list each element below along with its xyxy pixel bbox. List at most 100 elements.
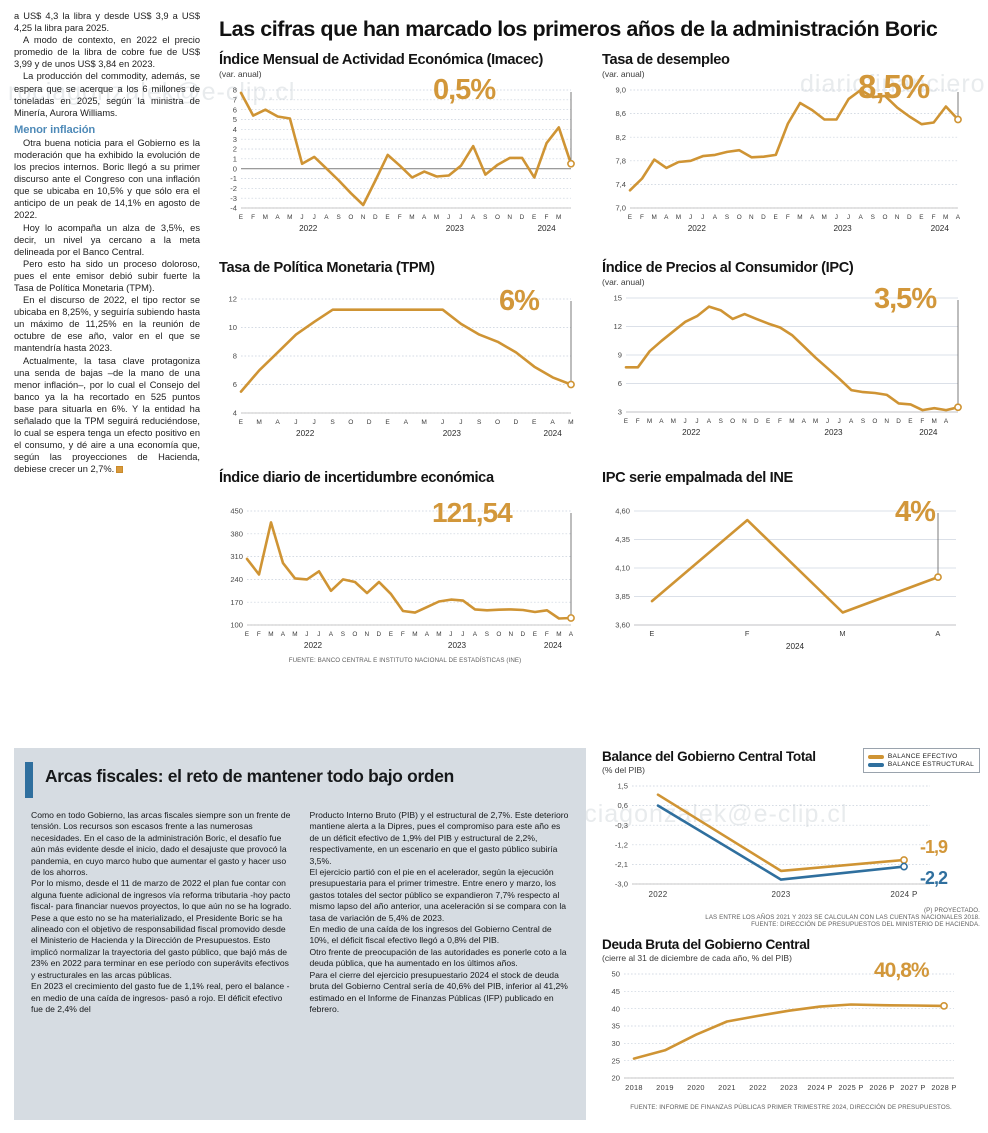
svg-text:F: F: [932, 214, 936, 221]
svg-text:A: A: [569, 631, 574, 638]
svg-text:S: S: [485, 631, 490, 638]
svg-text:2019: 2019: [656, 1083, 674, 1092]
legend-item-estructural: BALANCE ESTRUCTURAL: [867, 761, 974, 768]
svg-text:J: J: [441, 419, 445, 426]
chart-title: Balance del Gobierno Central Total: [602, 749, 816, 764]
chart-end-value-efectivo: -1,9: [920, 837, 948, 857]
svg-text:J: J: [305, 631, 309, 638]
fiscal-paragraph: El ejercicio partió con el pie en el ace…: [309, 867, 567, 923]
svg-text:4: 4: [233, 409, 237, 418]
svg-text:2023: 2023: [833, 224, 852, 233]
svg-text:D: D: [761, 214, 766, 221]
svg-text:J: J: [835, 214, 839, 221]
svg-text:45: 45: [612, 987, 620, 996]
svg-text:E: E: [773, 214, 778, 221]
svg-text:7: 7: [233, 95, 237, 104]
svg-text:N: N: [365, 631, 370, 638]
svg-text:A: A: [802, 418, 807, 425]
svg-text:8: 8: [233, 352, 237, 361]
chart-source-note-2: LAS ENTRE LOS AÑOS 2021 Y 2023 SE CALCUL…: [705, 914, 980, 921]
svg-text:M: M: [568, 419, 574, 426]
chart-source-note: FUENTE: INFORME DE FINANZAS PÚBLICAS PRI…: [630, 1104, 952, 1111]
svg-text:F: F: [745, 629, 750, 638]
svg-text:M: M: [943, 214, 949, 221]
svg-text:-3,0: -3,0: [615, 880, 628, 889]
article-paragraph: Otra buena noticia para el Gobierno es l…: [14, 137, 200, 221]
svg-text:6: 6: [618, 379, 622, 388]
svg-text:N: N: [361, 214, 366, 221]
svg-text:O: O: [352, 631, 357, 638]
svg-text:A: A: [810, 214, 815, 221]
svg-text:E: E: [532, 214, 537, 221]
svg-text:25: 25: [612, 1056, 620, 1065]
svg-text:A: A: [329, 631, 334, 638]
svg-text:3,85: 3,85: [615, 592, 630, 601]
svg-text:3,60: 3,60: [615, 621, 630, 630]
svg-text:J: J: [684, 418, 688, 425]
accent-bar: [25, 762, 33, 798]
svg-text:A: A: [849, 418, 854, 425]
legend-swatch-icon: [867, 762, 884, 767]
svg-text:A: A: [550, 419, 555, 426]
article-paragraph: En el discurso de 2022, el tipo rector s…: [14, 295, 200, 354]
svg-text:170: 170: [230, 598, 243, 607]
svg-text:8,2: 8,2: [615, 133, 626, 142]
svg-text:N: N: [749, 214, 754, 221]
svg-text:M: M: [651, 214, 657, 221]
fiscal-paragraph: Otro frente de preocupación de las autor…: [309, 946, 567, 969]
svg-text:M: M: [421, 419, 427, 426]
chart-canvas: 9,08,68,27,87,47,0E F M A M J J A S O N D E F M A M J J A S O…: [615, 86, 962, 233]
svg-text:3: 3: [618, 408, 622, 417]
svg-text:4,35: 4,35: [615, 535, 630, 544]
svg-text:O: O: [496, 631, 501, 638]
legend-label: BALANCE ESTRUCTURAL: [887, 761, 974, 768]
svg-text:12: 12: [614, 322, 622, 331]
chart-end-value: 40,8%: [874, 959, 930, 982]
svg-text:O: O: [737, 214, 742, 221]
legend-item-efectivo: BALANCE EFECTIVO: [867, 753, 974, 760]
chart-subtitle: (var. anual): [602, 69, 645, 79]
chart-imacec: Índice Mensual de Actividad Económica (I…: [219, 52, 591, 238]
svg-text:A: A: [659, 418, 664, 425]
svg-text:2024: 2024: [931, 224, 950, 233]
fiscal-paragraph: En medio de una caída de los ingresos de…: [309, 924, 552, 946]
svg-text:F: F: [545, 631, 549, 638]
chart-subtitle: (var. anual): [602, 277, 645, 287]
svg-text:M: M: [263, 214, 269, 221]
svg-text:M: M: [436, 631, 442, 638]
svg-text:M: M: [822, 214, 828, 221]
svg-text:S: S: [336, 214, 341, 221]
svg-text:E: E: [385, 419, 390, 426]
chart-canvas: 4,60 4,35 4,10 3,85 3,60 E F M A 2024: [615, 507, 956, 651]
svg-text:M: M: [409, 214, 415, 221]
svg-text:3: 3: [233, 135, 237, 144]
svg-text:A: A: [422, 214, 427, 221]
svg-text:S: S: [341, 631, 346, 638]
svg-text:50: 50: [612, 970, 620, 979]
svg-text:S: S: [719, 418, 724, 425]
chart-source-note: FUENTE: BANCO CENTRAL E INSTITUTO NACION…: [288, 657, 522, 664]
svg-text:2: 2: [233, 145, 237, 154]
fiscal-paragraph: En 2023 el crecimiento del gasto fue de …: [31, 981, 290, 1014]
svg-text:M: M: [813, 418, 819, 425]
svg-text:2022: 2022: [304, 641, 323, 650]
svg-text:2021: 2021: [718, 1083, 736, 1092]
svg-text:M: M: [292, 631, 298, 638]
chart-end-value-estructural: -2,2: [920, 868, 948, 888]
svg-text:-1,2: -1,2: [615, 840, 628, 849]
svg-text:12: 12: [229, 295, 237, 304]
svg-text:-3: -3: [230, 194, 237, 203]
svg-text:J: J: [459, 214, 463, 221]
chart-subtitle: (var. anual): [219, 69, 262, 79]
svg-text:M: M: [268, 631, 274, 638]
svg-text:N: N: [742, 418, 747, 425]
svg-text:2023: 2023: [443, 429, 462, 438]
chart-subtitle: (cierre al 31 de diciembre de cada año, …: [602, 953, 792, 963]
legend-label: BALANCE EFECTIVO: [887, 753, 958, 760]
svg-text:2024: 2024: [544, 641, 563, 650]
svg-text:J: J: [300, 214, 304, 221]
